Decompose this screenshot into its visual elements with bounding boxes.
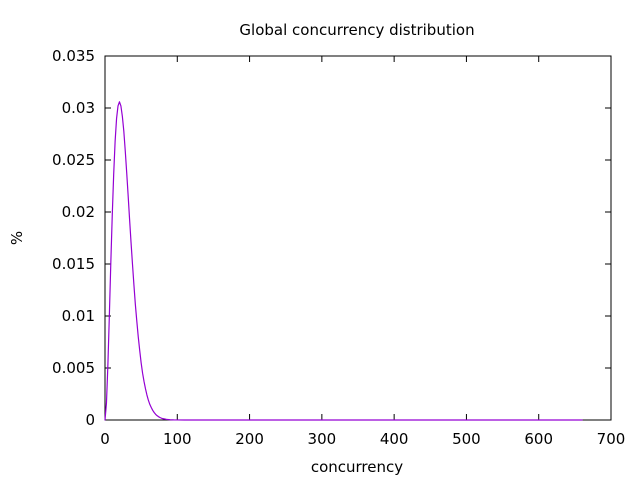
y-tick-label: 0.01 [62, 307, 95, 325]
plot-frame [104, 55, 612, 421]
y-tick-label: 0 [85, 411, 95, 429]
chart-title: Global concurrency distribution [239, 21, 474, 39]
axes: 0 100 200 300 400 500 600 700 0 0.005 0.01 0.015 0.0… [52, 47, 625, 448]
series-line [104, 101, 583, 421]
y-tick-label: 0.015 [52, 255, 95, 273]
x-tick-label: 100 [163, 430, 192, 448]
x-tick-label: 300 [308, 430, 337, 448]
x-tick-label: 0 [100, 430, 110, 448]
x-tick-label: 500 [452, 430, 481, 448]
y-tick-label: 0.02 [62, 203, 95, 221]
x-tick-label: 400 [380, 430, 409, 448]
x-tick-label: 200 [235, 430, 264, 448]
y-tick-label: 0.005 [52, 359, 95, 377]
series-group [104, 101, 583, 421]
x-tick-label: 700 [597, 430, 626, 448]
y-tick-label: 0.03 [62, 99, 95, 117]
y-tick-label: 0.035 [52, 47, 95, 65]
x-tick-label: 600 [524, 430, 553, 448]
y-tick-label: 0.025 [52, 151, 95, 169]
x-axis-label: concurrency [311, 458, 403, 476]
y-axis-label: % [8, 231, 26, 245]
